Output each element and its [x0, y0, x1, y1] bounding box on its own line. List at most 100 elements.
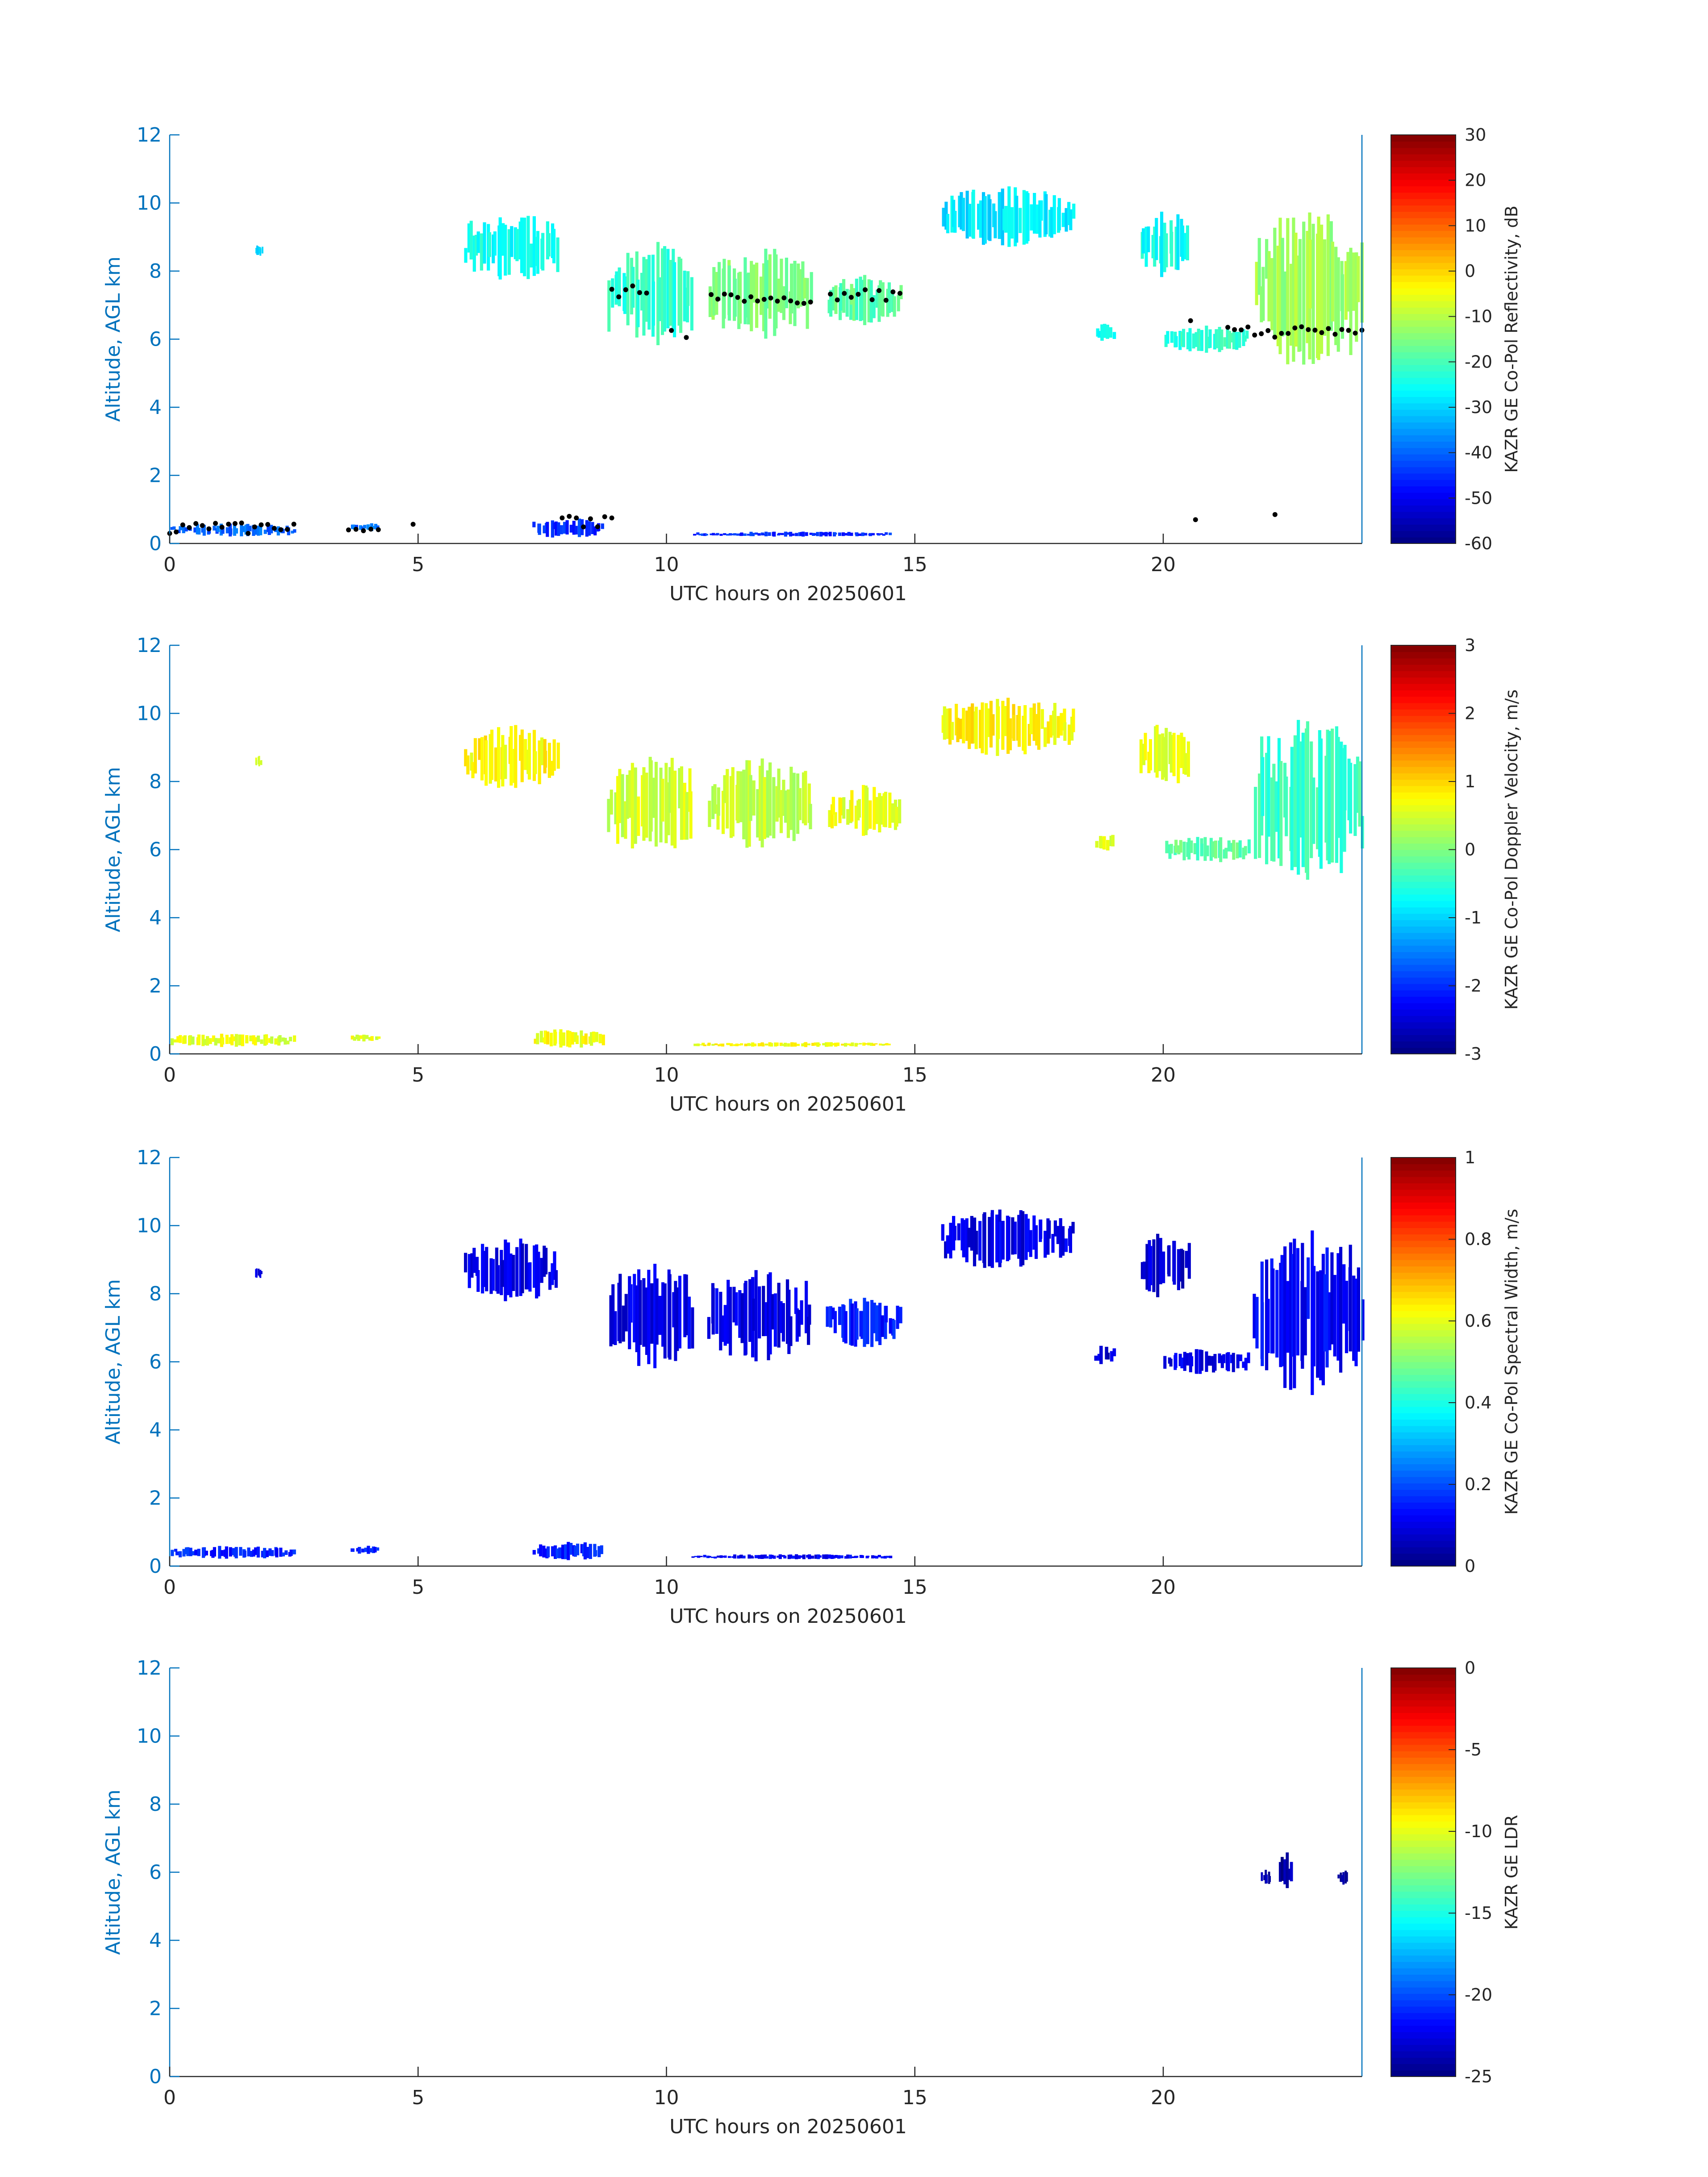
- echo-cell: [715, 272, 718, 315]
- echo-cell: [1223, 849, 1226, 859]
- echo-region: [351, 1546, 380, 1554]
- colorbar-swatch: [1391, 1215, 1456, 1222]
- colorbar-swatch: [1391, 173, 1456, 180]
- echo-cell: [1007, 186, 1011, 247]
- echo-cell: [537, 1252, 540, 1296]
- echo-cell: [1003, 706, 1006, 736]
- echo-cell: [676, 1287, 679, 1351]
- echo-cell: [1207, 1355, 1211, 1366]
- echo-cell: [988, 1217, 991, 1266]
- colorbar-tick-label: 1: [1465, 772, 1475, 791]
- echo-cell: [270, 525, 273, 534]
- echo-cell: [1164, 334, 1168, 347]
- echo-cell: [768, 1272, 772, 1354]
- echo-cell: [737, 1555, 740, 1559]
- echo-cell: [789, 1554, 793, 1559]
- echo-cell: [580, 1544, 584, 1554]
- colorbar-tick-label: 0: [1465, 840, 1475, 860]
- echo-cell: [530, 243, 533, 267]
- echo-cell: [1176, 214, 1180, 270]
- echo-cell: [607, 798, 610, 832]
- echo-cell: [739, 771, 743, 823]
- echo-cell: [1218, 327, 1221, 352]
- echo-cell: [504, 225, 507, 276]
- echo-cell: [572, 521, 576, 535]
- colorbar-swatch: [1391, 154, 1456, 161]
- echo-cell: [892, 1320, 896, 1339]
- echo-cell: [735, 1292, 738, 1326]
- echo-cell: [556, 237, 560, 272]
- echo-cell: [1183, 1352, 1186, 1371]
- echo-cell: [816, 532, 819, 536]
- echo-cell: [762, 1286, 765, 1337]
- echo-cell: [206, 1036, 209, 1046]
- echo-cell: [626, 775, 629, 819]
- echo-region: [708, 248, 813, 339]
- echo-cell: [645, 773, 648, 838]
- colorbar-swatch: [1391, 2070, 1456, 2077]
- echo-cell: [712, 533, 715, 535]
- echo-cell: [353, 1036, 356, 1041]
- echo-cell: [176, 1036, 180, 1043]
- echo-cell: [618, 267, 621, 306]
- colorbar-swatch: [1391, 1540, 1456, 1547]
- echo-cell: [798, 788, 802, 820]
- echo-cell: [799, 269, 803, 307]
- echo-cell: [818, 1555, 822, 1558]
- echo-cell: [534, 1039, 537, 1044]
- x-tick-label: 15: [902, 553, 927, 576]
- echo-cell: [1205, 326, 1208, 353]
- echo-cell: [1341, 274, 1344, 339]
- echo-cell: [243, 1550, 246, 1557]
- echo-cell: [946, 214, 950, 234]
- colorbar-tick-label: -30: [1465, 397, 1492, 417]
- echo-cell: [1236, 1354, 1240, 1369]
- colorbar-swatch: [1391, 1489, 1456, 1496]
- echo-cell: [802, 1554, 806, 1559]
- echo-cell: [1223, 337, 1227, 347]
- colorbar-swatch: [1391, 486, 1456, 493]
- colorbar-swatch: [1391, 1821, 1456, 1828]
- echo-cell: [1157, 734, 1161, 771]
- echo-cell: [1247, 839, 1251, 854]
- colorbar-swatch: [1391, 230, 1456, 238]
- cloud-base-point: [602, 514, 607, 519]
- echo-cell: [781, 533, 784, 535]
- echo-cell: [173, 1039, 177, 1043]
- echo-cell: [1355, 252, 1358, 342]
- echo-cell: [607, 280, 611, 332]
- echo-cell: [1033, 193, 1036, 234]
- echo-cell: [1232, 1353, 1235, 1372]
- echo-cell: [723, 775, 727, 803]
- colorbar-swatch: [1391, 1368, 1456, 1375]
- echo-cell: [368, 1037, 372, 1041]
- colorbar-tick-label: 1: [1465, 1148, 1475, 1167]
- colorbar-swatch: [1391, 537, 1456, 544]
- colorbar-swatch: [1391, 945, 1456, 953]
- echo-cell: [642, 257, 646, 336]
- echo-cell: [569, 525, 573, 533]
- echo-cell: [1142, 1262, 1146, 1279]
- y-tick-label: 12: [137, 1146, 162, 1169]
- echo-cell: [825, 1554, 828, 1559]
- echo-cell: [1286, 218, 1290, 364]
- echo-cell: [595, 1032, 598, 1042]
- y-tick-label: 6: [149, 1351, 162, 1374]
- echo-cell: [784, 790, 788, 823]
- colorbar-swatch: [1391, 1419, 1456, 1426]
- colorbar-swatch: [1391, 524, 1456, 531]
- echo-cell: [968, 706, 971, 749]
- echo-cell: [759, 276, 763, 315]
- echo-cell: [609, 1295, 613, 1346]
- echo-cell: [532, 1550, 536, 1555]
- echo-cell: [1238, 840, 1242, 858]
- echo-cell: [780, 259, 783, 313]
- colorbar-swatch: [1391, 2038, 1456, 2045]
- cloud-base-point: [174, 529, 179, 535]
- colorbar-swatch: [1391, 919, 1456, 927]
- echo-cell: [942, 208, 945, 227]
- echo-cell: [475, 234, 478, 256]
- echo-region: [607, 242, 693, 345]
